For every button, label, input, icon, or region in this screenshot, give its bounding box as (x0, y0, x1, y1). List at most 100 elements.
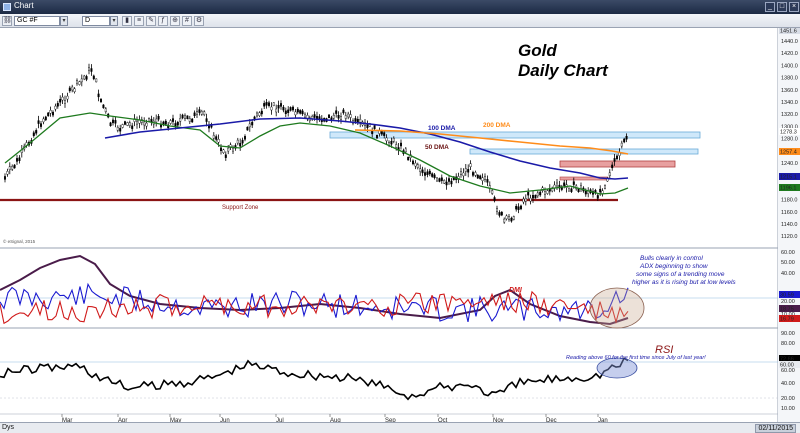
symbol-input[interactable]: GC #F (14, 16, 60, 26)
price-candle-body (63, 99, 66, 104)
dmi-label: DMI (509, 287, 523, 294)
chart-title-line1: Gold (518, 41, 557, 60)
price-candle-body (596, 195, 599, 199)
maximize-icon[interactable]: □ (777, 2, 787, 12)
dmi-tick-label: 60.00 (781, 250, 795, 256)
price-candle-body (68, 87, 71, 92)
price-candle-body (236, 139, 239, 144)
chart-area[interactable]: Gold Daily Chart Support Zone 100 DMA 20… (0, 28, 800, 422)
price-candle-body (260, 110, 263, 115)
price-candle-body (493, 197, 496, 201)
price-candle-body (376, 134, 379, 139)
price-candle-body (294, 111, 297, 116)
price-candle-body (16, 158, 19, 162)
dmi-note-line4: higher as it is rising but at low levels (632, 279, 736, 286)
adx-tag-bg (779, 305, 800, 312)
price-candle-body (200, 111, 203, 115)
price-candle-body (476, 174, 479, 179)
price-candle-body (191, 118, 194, 123)
price-candle-body (623, 138, 626, 143)
price-candle-body (443, 179, 446, 184)
price-candle-body (599, 188, 602, 193)
grid-icon[interactable]: # (182, 16, 192, 26)
price-candle-body (47, 112, 50, 117)
price-candle-body (258, 112, 261, 116)
price-candle-body (563, 182, 566, 186)
interval-dropdown-icon[interactable]: ▾ (110, 16, 118, 26)
dma-50-tag-bg (779, 184, 800, 191)
plus-di-tag: 30.59 (780, 293, 794, 299)
price-candle-body (61, 96, 64, 101)
price-candle-body (239, 142, 242, 147)
price-candle-body (558, 184, 561, 189)
zoom-icon[interactable]: ⊕ (170, 16, 180, 26)
price-candle-body (40, 123, 43, 127)
price-tick-label: 1240.0 (781, 161, 798, 167)
price-candle-body (546, 190, 549, 194)
price-candle-body (620, 142, 623, 147)
top-price-tag-bg (779, 28, 800, 34)
price-candle-body (95, 78, 98, 83)
settings-icon[interactable]: ⚙ (194, 16, 204, 26)
dmi-tick-label: 50.00 (781, 260, 795, 266)
price-candle-body (275, 108, 278, 113)
price-candle-body (524, 198, 527, 202)
dma-200-tag: 1257.4 (780, 150, 797, 156)
price-candle-body (102, 104, 105, 109)
minus-di-tag: 16.79 (780, 317, 794, 323)
price-candle-body (433, 174, 436, 179)
price-tick-label: 1160.0 (781, 210, 797, 216)
price-candle-body (248, 123, 251, 128)
bar-type-icon[interactable]: ▮ (122, 16, 132, 26)
close-icon[interactable]: × (789, 2, 799, 12)
price-candle-body (119, 127, 122, 132)
interval-input[interactable]: D (82, 16, 110, 26)
price-candle-body (301, 110, 304, 115)
style-icon[interactable]: ≡ (134, 16, 144, 26)
price-candle-body (532, 194, 535, 199)
minus-di-tag-bg (779, 315, 800, 322)
price-candle-body (416, 164, 419, 168)
price-candle-body (135, 120, 138, 125)
time-units-label: Dys (2, 424, 15, 431)
price-candle-body (123, 121, 126, 125)
price-candle-body (246, 126, 249, 131)
dma-50-tag: 1196.1 (780, 186, 796, 192)
price-candle-body (256, 112, 259, 117)
price-candle-body (534, 194, 537, 199)
chart-toolbar: ⛓ GC #F ▾ D ▾ ▮ ≡ ✎ ƒ ⊕ # ⚙ (0, 14, 800, 28)
rsi-tick-label: 60.00 (781, 368, 795, 374)
app-icon (3, 3, 11, 11)
rsi-tick-label: 80.00 (781, 341, 795, 347)
price-candle-body (99, 98, 102, 103)
status-bar: Dys 02/11/2015 (0, 422, 800, 433)
price-candle-body (500, 211, 503, 216)
price-candle-body (472, 172, 475, 176)
price-candle-body (13, 164, 16, 169)
resistance-box-lower (469, 148, 699, 155)
price-candle-body (241, 139, 244, 144)
symbol-dropdown-icon[interactable]: ▾ (60, 16, 68, 26)
draw-icon[interactable]: ✎ (146, 16, 156, 26)
chart-canvas[interactable]: Gold Daily Chart Support Zone 100 DMA 20… (0, 28, 800, 422)
price-candle-body (522, 198, 525, 203)
link-icon[interactable]: ⛓ (2, 16, 12, 26)
minus-di-line (0, 290, 629, 325)
price-candle-body (49, 109, 52, 114)
price-candle-body (44, 116, 47, 121)
minimize-icon[interactable]: _ (765, 2, 775, 12)
price-candle-body (52, 111, 55, 116)
price-candle-body (229, 144, 232, 149)
month-label: Dec (546, 418, 557, 422)
price-candle-body (109, 122, 112, 127)
study-icon[interactable]: ƒ (158, 16, 168, 26)
price-candle-body (419, 168, 422, 172)
price-candle-body (203, 111, 206, 115)
price-candle-body (414, 162, 417, 167)
price-candle-body (270, 106, 273, 111)
rsi-level-tag-bg (779, 361, 800, 368)
price-candle-body (222, 149, 225, 154)
price-candle-body (577, 188, 580, 193)
price-candle-body (18, 157, 21, 162)
rsi-last-tag: 72.66 (780, 357, 794, 363)
